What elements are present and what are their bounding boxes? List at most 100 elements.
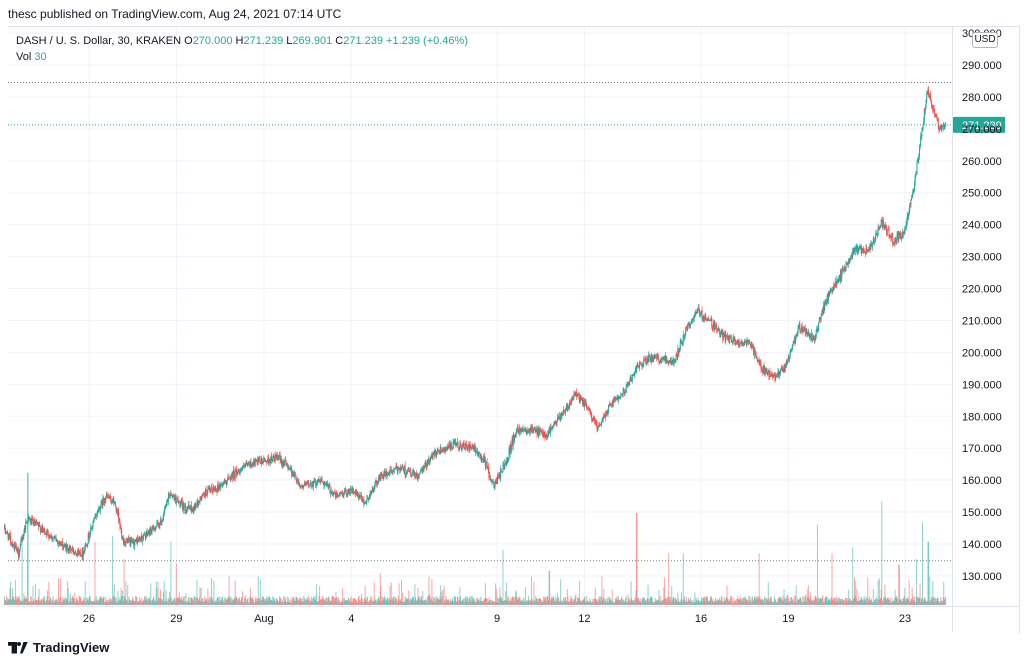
candle-body — [624, 392, 626, 394]
candle-body — [274, 456, 276, 462]
volume-bar — [15, 595, 17, 605]
candle-body — [456, 442, 458, 446]
candle-body — [92, 520, 94, 526]
candle-body — [595, 420, 597, 423]
candle-body — [308, 482, 310, 486]
volume-bar — [616, 596, 618, 605]
candle-body — [390, 469, 392, 472]
volume-bar — [242, 602, 244, 605]
candle-body — [371, 491, 373, 493]
volume-bar — [504, 599, 506, 605]
candle-body — [189, 507, 191, 509]
volume-bar — [877, 599, 879, 605]
candle-body — [611, 402, 613, 406]
candle-body — [169, 493, 171, 496]
volume-bar — [144, 596, 146, 605]
volume-bar — [556, 598, 558, 605]
volume-bar — [602, 597, 604, 605]
volume-bar — [219, 600, 221, 605]
candle-body — [578, 394, 580, 396]
candle-body — [816, 327, 818, 332]
volume-bar — [252, 596, 254, 605]
volume-bar — [680, 599, 682, 605]
candle-body — [58, 542, 60, 544]
candle-body — [186, 510, 188, 512]
candle-body — [296, 480, 298, 483]
candle-body — [252, 462, 254, 466]
candle-body — [534, 427, 536, 431]
volume-bar — [851, 600, 853, 605]
candle-body — [320, 480, 322, 483]
volume-bar — [490, 599, 492, 605]
candle-body — [753, 349, 755, 356]
candle-body — [345, 491, 347, 495]
volume-bar — [521, 599, 523, 605]
candle-body — [874, 239, 876, 242]
candle-body — [819, 318, 821, 320]
candle-body — [778, 371, 780, 373]
candle-body — [320, 478, 322, 481]
candle-body — [848, 261, 850, 262]
candle-body — [373, 488, 375, 493]
candle-body — [181, 501, 183, 509]
candle-body — [310, 483, 312, 485]
candle-body — [231, 475, 233, 478]
volume-bar — [906, 598, 908, 605]
candle-body — [762, 366, 764, 373]
candle-body — [161, 521, 163, 525]
volume-bar — [191, 597, 193, 605]
volume-bar — [365, 597, 367, 605]
candle-body — [761, 367, 763, 369]
volume-bar — [352, 597, 354, 605]
volume-bar — [833, 598, 835, 605]
volume-bar — [31, 601, 33, 605]
candle-body — [454, 441, 456, 443]
candle-body — [657, 356, 659, 361]
candle-body — [241, 467, 243, 470]
candle-body — [29, 518, 31, 522]
candle-body — [444, 450, 446, 452]
candle-body — [74, 551, 76, 553]
volume-bar — [630, 581, 632, 605]
candle-body — [239, 472, 241, 474]
candle-body — [756, 357, 758, 359]
candle-body — [136, 539, 138, 544]
volume-bar — [435, 599, 437, 605]
volume-bar — [275, 602, 277, 605]
volume-bar — [135, 596, 137, 605]
candle-body — [682, 334, 684, 343]
volume-bar — [273, 600, 275, 605]
volume-bar — [164, 600, 166, 605]
volume-bar — [460, 600, 462, 605]
candle-body — [222, 483, 224, 485]
candle-body — [557, 417, 559, 419]
volume-bar — [207, 588, 209, 605]
volume-bar — [413, 597, 415, 605]
candle-body — [609, 403, 611, 406]
candle-body — [822, 310, 824, 314]
volume-bar — [24, 598, 26, 605]
candle-body — [64, 544, 66, 546]
candle-body — [852, 250, 854, 257]
volume-bar — [408, 590, 410, 605]
volume-bar — [778, 596, 780, 605]
candle-body — [8, 534, 10, 536]
candle-body — [203, 492, 205, 497]
volume-bar — [60, 597, 62, 605]
volume-bar — [180, 599, 182, 605]
candle-body — [19, 544, 21, 549]
candle-body — [845, 264, 847, 271]
volume-bar — [62, 599, 64, 605]
volume-bar — [589, 598, 591, 605]
volume-bar — [702, 597, 704, 605]
volume-bar — [560, 579, 562, 605]
currency-badge[interactable]: USD — [972, 32, 998, 48]
candle-body — [367, 498, 369, 500]
volume-bar — [903, 596, 905, 605]
volume-bar — [658, 590, 660, 605]
candle-body — [257, 459, 259, 462]
candle-body — [81, 554, 83, 557]
volume-bar — [779, 597, 781, 605]
volume-bar — [201, 598, 203, 605]
